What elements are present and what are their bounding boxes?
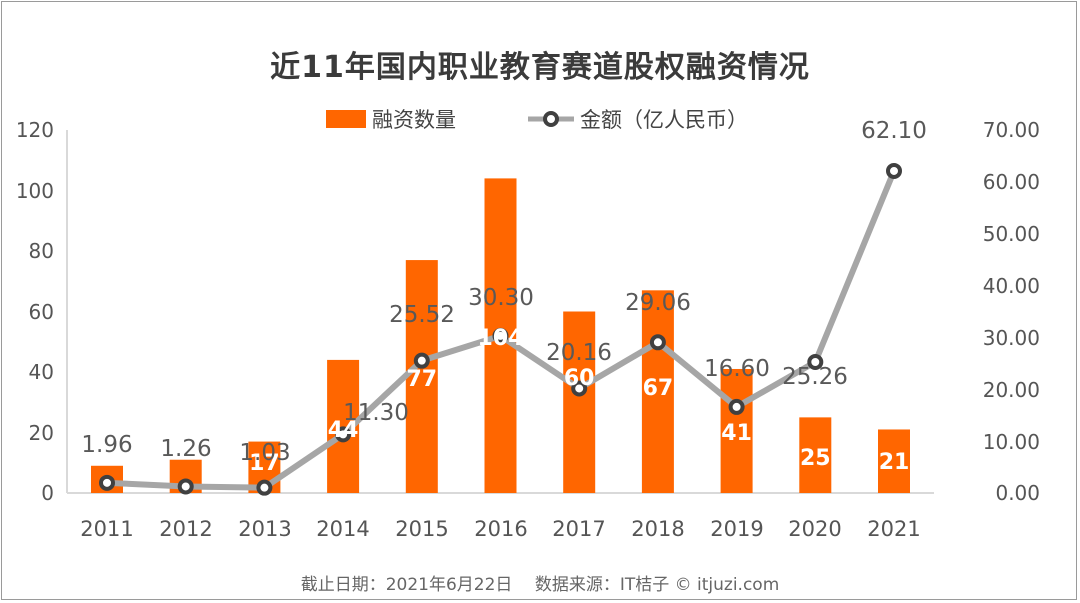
x-axis-tick: 2019	[710, 517, 764, 541]
bar	[563, 311, 596, 493]
amount-value-label: 25.52	[389, 302, 455, 328]
x-axis-tick: 2017	[552, 517, 606, 541]
amount-value-label: 20.16	[546, 340, 612, 366]
x-axis-tick: 2012	[159, 517, 213, 541]
bar-value-label: 77	[406, 367, 437, 392]
bar-value-label: 44	[328, 418, 359, 443]
left-axis-tick: 100	[15, 179, 54, 203]
amount-value-label: 25.26	[782, 364, 848, 390]
amount-value-label: 11.30	[343, 400, 409, 426]
amount-value-label: 1.03	[239, 440, 290, 466]
x-axis-tick: 2014	[316, 517, 370, 541]
legend-line-label: 金额（亿人民币）	[580, 108, 748, 132]
right-axis-tick: 30.00	[982, 326, 1040, 350]
x-axis-tick: 2016	[474, 517, 528, 541]
right-axis-tick: 0.00	[995, 481, 1040, 505]
left-axis-tick: 40	[28, 360, 54, 384]
line-marker-icon	[886, 162, 902, 179]
legend: 融资数量 金额（亿人民币）	[0, 104, 1080, 136]
x-axis-tick: 2021	[867, 517, 921, 541]
amount-value-label: 30.30	[468, 285, 534, 311]
bar-value-label: 25	[800, 446, 831, 471]
left-axis-tick: 120	[15, 118, 54, 142]
legend-item-line: 金额（亿人民币）	[528, 104, 748, 134]
amount-value-label: 16.60	[704, 356, 770, 382]
bar-value-label: 41	[721, 421, 752, 446]
left-axis-tick: 20	[28, 421, 54, 445]
chart-title: 近11年国内职业教育赛道股权融资情况	[270, 50, 810, 85]
right-axis-tick: 40.00	[982, 274, 1040, 298]
line-marker-icon	[99, 474, 115, 491]
x-axis-tick: 2015	[395, 517, 449, 541]
left-axis-tick: 80	[28, 239, 54, 263]
bar	[641, 290, 674, 493]
legend-item-bar: 融资数量	[326, 104, 456, 134]
amount-value-label: 29.06	[625, 290, 691, 316]
bar	[720, 368, 753, 493]
left-axis-tick: 0	[41, 481, 54, 505]
line-marker-icon	[256, 479, 273, 496]
amount-value-label: 1.96	[81, 432, 132, 458]
legend-bar-label: 融资数量	[372, 108, 456, 132]
line-marker-icon	[492, 327, 509, 344]
bar-value-label: 67	[643, 376, 674, 401]
data-labels: 17 44 77 104 60 67 41 25 21 1.96 1.26 1.03 11.30 25.5…	[81, 118, 927, 476]
line-marker-icon	[728, 398, 745, 415]
bar	[878, 429, 910, 493]
bar-series	[91, 178, 910, 493]
right-axis-tick: 50.00	[982, 222, 1040, 246]
bar-value-label: 17	[249, 451, 280, 476]
x-axis-tick: 2018	[631, 517, 685, 541]
x-axis-tick: 2011	[80, 517, 134, 541]
right-axis-tick: 10.00	[982, 430, 1040, 454]
left-axis-tick: 60	[28, 300, 54, 324]
bar-value-label: 60	[564, 366, 595, 391]
bar-swatch-icon	[326, 110, 366, 128]
line-marker-icon	[649, 334, 666, 351]
right-axis-tick: 20.00	[982, 378, 1040, 402]
right-axis-tick: 60.00	[982, 170, 1040, 194]
line-marker-icon	[335, 426, 352, 443]
line-marker-icon	[807, 354, 824, 371]
bar	[799, 417, 832, 493]
line-series	[99, 162, 902, 496]
line-marker-icon	[413, 352, 430, 369]
bar-value-label: 104	[478, 326, 524, 351]
line-marker-icon	[177, 478, 194, 495]
right-axis-tick: 70.00	[982, 118, 1040, 142]
line-marker-icon	[571, 380, 588, 397]
x-axis-tick: 2020	[788, 517, 842, 541]
amount-value-label: 1.26	[160, 436, 211, 462]
x-axis-tick: 2013	[238, 517, 292, 541]
amount-value-label: 62.10	[861, 118, 927, 144]
source-footnote: 截止日期：2021年6月22日 数据来源：IT桔子 © itjuzi.com	[300, 575, 780, 595]
bar-value-label: 21	[879, 450, 910, 475]
line-marker-swatch-icon	[528, 109, 574, 129]
bar	[405, 260, 438, 493]
